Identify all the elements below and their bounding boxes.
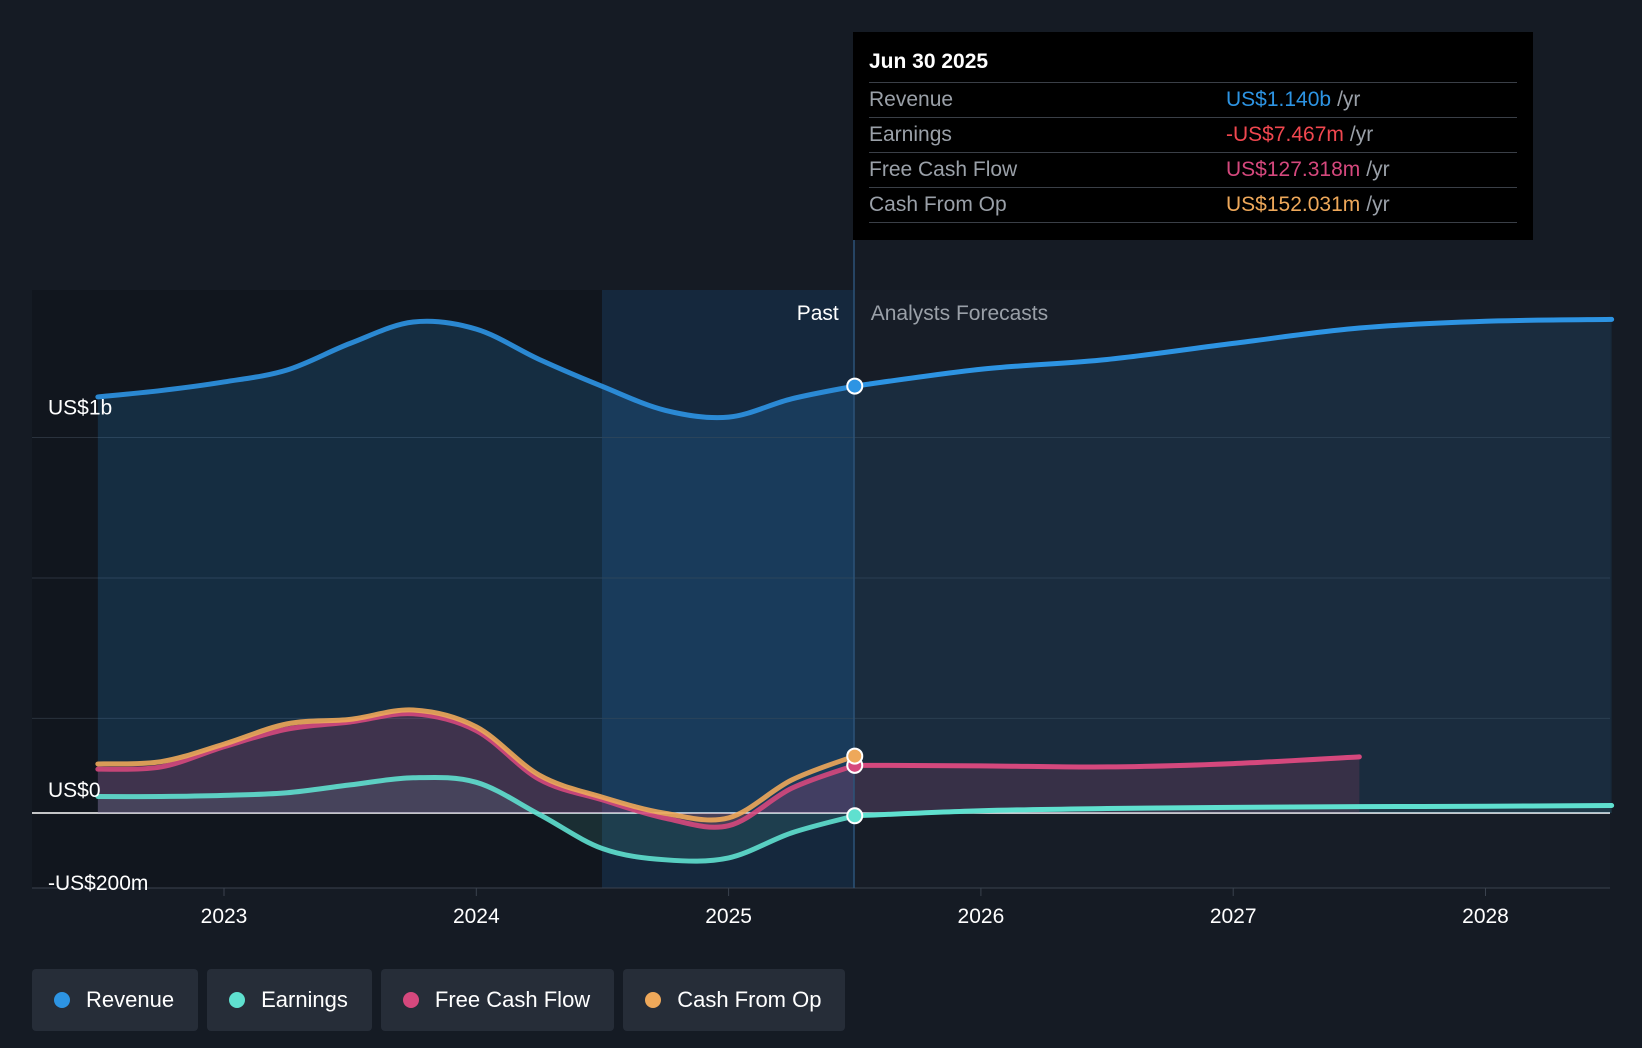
tooltip-unit: /yr [1349,123,1374,146]
tooltip-row-earnings: Earnings -US$7.467m /yr [869,118,1517,153]
legend-item-cash-from-op[interactable]: Cash From Op [623,969,846,1031]
earnings-forecast-line [852,803,1615,819]
cash-from-op-point[interactable] [846,747,864,765]
x-tick-label: 2027 [1210,905,1257,928]
past-shade-highlight [602,290,854,888]
legend-item-free-cash-flow[interactable]: Free Cash Flow [380,969,615,1031]
tooltip-date: Jun 30 2025 [869,46,1517,83]
legend-label: Cash From Op [677,987,822,1012]
legend-dot-icon [54,992,70,1008]
x-tick-label: 2026 [958,905,1005,928]
x-tick-label: 2024 [453,905,500,928]
y-axis-label: US$1b [48,397,112,420]
x-tick-label: 2023 [201,905,248,928]
legend: Revenue Earnings Free Cash Flow Cash Fro… [32,969,854,1031]
tooltip-value: US$1.140b [1226,88,1332,111]
y-axis-label: US$0 [48,779,101,802]
legend-item-earnings[interactable]: Earnings [207,969,372,1031]
legend-dot-icon [402,992,419,1008]
earnings-point[interactable] [846,807,864,825]
tooltip-unit: /yr [1366,158,1390,181]
y-axis-label: -US$200m [48,872,148,895]
tooltip-value: -US$7.467m [1226,123,1344,146]
tooltip-label: Cash From Op [869,193,1007,216]
free-cash-flow-forecast-line [852,754,1362,770]
tooltip-row-free-cash-flow: Free Cash Flow US$127.318m /yr [869,153,1517,188]
legend-item-revenue[interactable]: Revenue [32,969,199,1031]
revenue-forecast-area [854,319,1612,813]
tooltip-label: Free Cash Flow [869,158,1018,181]
x-tick-label: 2028 [1462,905,1509,928]
revenue-point[interactable] [846,377,864,395]
past-label: Past [797,302,839,325]
free-cash-flow-area [97,713,855,828]
tooltip-label: Earnings [869,123,952,146]
cash-from-op-line [95,707,858,823]
free-cash-flow-line [95,711,858,830]
tooltip-value: US$152.031m [1226,193,1361,216]
earnings-line [95,774,858,864]
tooltip-row-revenue: Revenue US$1.140b /yr [869,83,1517,118]
legend-dot-icon [229,992,246,1008]
revenue-line [95,318,858,421]
tooltip-label: Revenue [869,88,954,111]
forecast-label: Analysts Forecasts [871,302,1048,325]
revenue-forecast-line [852,316,1615,389]
earnings-area [97,777,855,862]
x-tick-label: 2025 [705,905,752,928]
revenue-area [97,321,855,813]
legend-dot-icon [645,992,662,1008]
tooltip-unit: /yr [1366,193,1390,216]
free-cash-flow-forecast-area [854,756,1360,813]
legend-label: Free Cash Flow [434,987,591,1012]
tooltip-unit: /yr [1337,88,1361,111]
tooltip-row-cash-from-op: Cash From Op US$152.031m /yr [869,188,1517,223]
legend-label: Earnings [261,987,348,1012]
forecast-area [854,290,1610,888]
legend-label: Revenue [86,987,175,1012]
tooltip: Jun 30 2025 Revenue US$1.140b /yr Earnin… [853,32,1533,240]
tooltip-value: US$127.318m [1226,158,1361,181]
